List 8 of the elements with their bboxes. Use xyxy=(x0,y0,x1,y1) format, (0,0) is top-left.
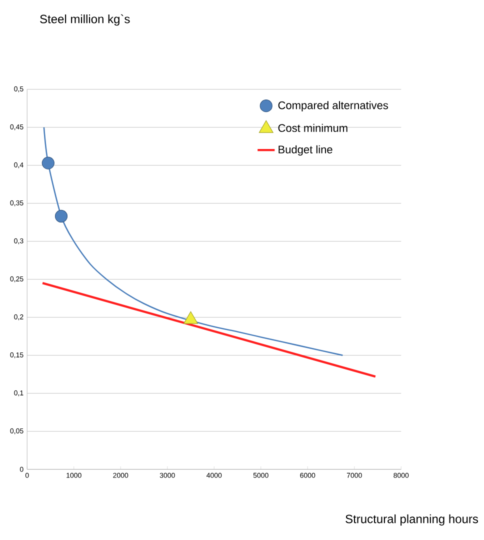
legend-label: Cost minimum xyxy=(278,124,348,132)
point xyxy=(184,311,198,324)
legend-label: Compared alternatives xyxy=(278,101,388,112)
x-axis-title: Structural planning hours xyxy=(346,514,478,526)
point xyxy=(42,156,54,170)
point xyxy=(54,210,68,223)
text: Steel million kg`s xyxy=(40,14,130,26)
legend-label: Budget line xyxy=(278,145,332,156)
